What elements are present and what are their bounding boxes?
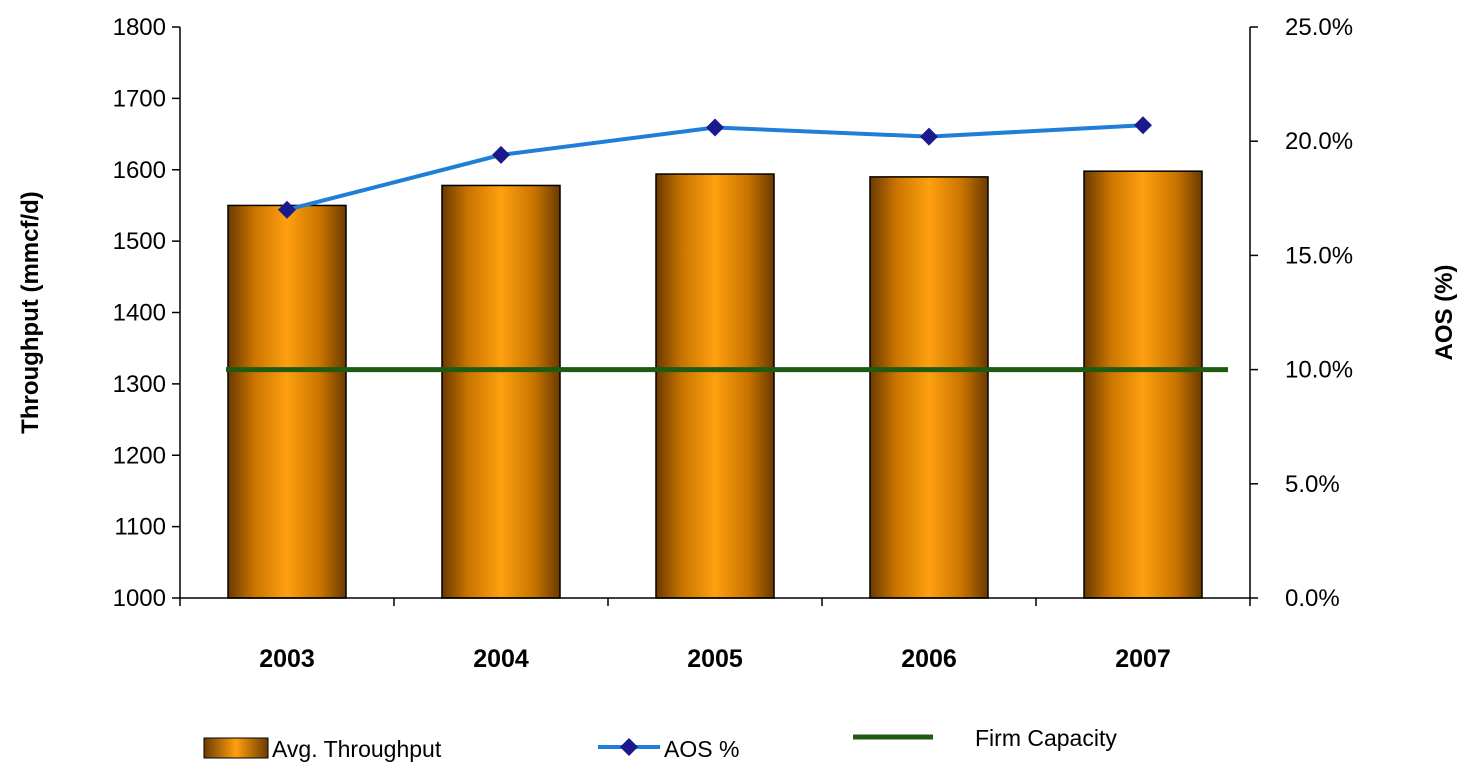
y-right-tick-label: 25.0% (1285, 14, 1353, 41)
y-left-tick-label: 1600 (113, 157, 166, 184)
bar-2006 (869, 176, 989, 599)
y-left-tick-label: 1100 (114, 514, 166, 541)
aos-point-2007 (1134, 116, 1152, 135)
bar-2004 (441, 184, 561, 599)
x-tick-label: 2007 (1115, 645, 1171, 673)
x-tick-label: 2004 (473, 645, 529, 673)
legend-label-throughput: Avg. Throughput (272, 736, 442, 762)
y-right-tick-label: 10.0% (1285, 357, 1353, 384)
y-right-tick-label: 5.0% (1285, 471, 1340, 498)
y-right-tick-label: 15.0% (1285, 242, 1353, 269)
y-axis-left-title: Throughput (mmcf/d) (17, 191, 44, 434)
y-left-tick-label: 1500 (113, 228, 166, 255)
x-tick-label: 2005 (687, 645, 743, 673)
legend-swatch-aos-marker (620, 738, 638, 756)
axes (172, 26, 1258, 606)
aos-point-2005 (706, 118, 724, 137)
legend-label-firm-capacity: Firm Capacity (975, 725, 1117, 751)
bar-series (227, 170, 1203, 599)
y-axis-right-title: AOS (%) (1431, 265, 1458, 361)
y-left-tick-label: 1300 (113, 371, 166, 398)
aos-point-2004 (492, 145, 510, 164)
x-tick-label: 2003 (259, 645, 315, 673)
aos-point-2003 (278, 200, 296, 219)
legend-label-aos: AOS % (664, 736, 739, 762)
y-left-tick-label: 1000 (113, 585, 166, 612)
aos-series (278, 116, 1152, 219)
y-left-tick-label: 1200 (113, 442, 166, 469)
y-left-tick-label: 1400 (113, 300, 166, 327)
aos-point-2006 (920, 127, 938, 146)
y-left-tick-label: 1700 (113, 85, 166, 112)
x-tick-label: 2006 (901, 645, 957, 673)
legend: Avg. Throughput AOS % Firm Capacity (203, 725, 1117, 762)
bar-2007 (1083, 170, 1203, 599)
bar-2003 (227, 204, 347, 599)
y-left-tick-label: 1800 (113, 14, 166, 41)
y-right-tick-label: 0.0% (1285, 585, 1340, 612)
y-right-tick-label: 20.0% (1285, 128, 1353, 155)
legend-swatch-throughput (203, 737, 269, 759)
bar-2005 (655, 173, 775, 599)
axis-labels: 1000 1100 1200 1300 1400 1500 1600 1700 1800 0.0%… (17, 14, 1458, 673)
